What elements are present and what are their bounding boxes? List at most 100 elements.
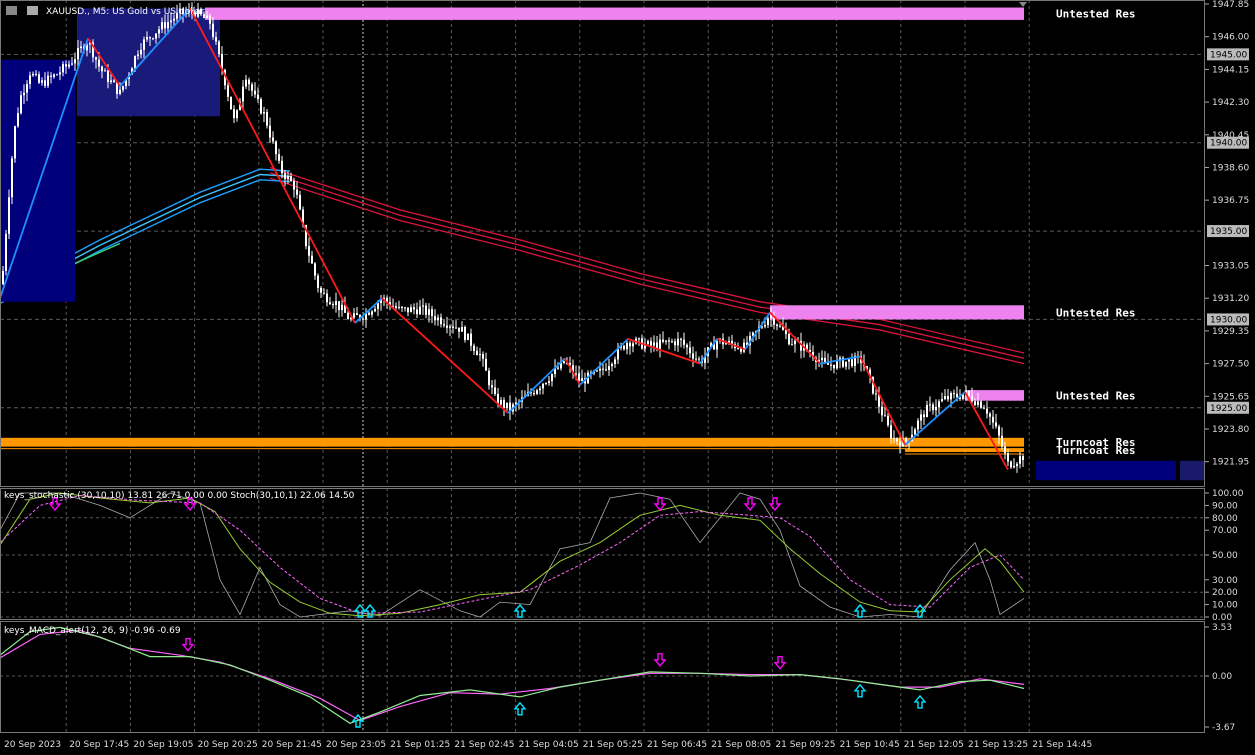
candle-body <box>650 340 652 346</box>
candle-body <box>725 343 727 345</box>
candle-body <box>866 366 868 370</box>
candle-body <box>71 63 73 65</box>
candle-body <box>563 361 565 363</box>
candle-body <box>215 37 217 42</box>
candle-body <box>938 401 940 408</box>
candle-body <box>656 342 658 349</box>
scroll-marker-icon[interactable] <box>1019 2 1027 7</box>
candle-body <box>140 49 142 55</box>
candle-body <box>893 438 895 440</box>
candle-body <box>53 74 55 77</box>
supply-demand-zones: Untested Res Untested Res Untested Res Turn… <box>0 7 1205 481</box>
candle-body <box>311 255 313 264</box>
zigzag-segment <box>564 357 581 386</box>
candle-body <box>380 299 382 303</box>
price-label: 1931.20 <box>1212 294 1249 304</box>
candle-body <box>251 84 253 91</box>
time-label: 20 Sep 17:45 <box>69 740 129 750</box>
candle-body <box>884 415 886 417</box>
candle-body <box>92 42 94 58</box>
price-label: 1921.95 <box>1212 458 1249 468</box>
candle-body <box>767 318 769 326</box>
candle-body <box>581 378 583 382</box>
candle-body <box>848 359 850 362</box>
candle-body <box>962 394 964 399</box>
zigzag-segment <box>904 391 966 446</box>
price-level-box <box>1207 401 1249 414</box>
price-level-label: 1935.00 <box>1210 227 1247 237</box>
time-label: 21 Sep 09:25 <box>775 740 835 750</box>
zigzag-segment <box>716 338 746 351</box>
macd-buy-arrow-icon <box>513 701 527 716</box>
zigzag-indicator <box>0 7 1009 471</box>
candle-body <box>170 20 172 23</box>
candle-body <box>419 306 421 315</box>
candle-body <box>152 38 154 40</box>
stoch-label: 80.00 <box>1212 514 1238 524</box>
candle-body <box>398 306 400 308</box>
candle-body <box>929 404 931 406</box>
candle-body <box>575 373 577 375</box>
price-level-box <box>1207 225 1249 238</box>
time-label: 21 Sep 14:45 <box>1032 740 1092 750</box>
price-label: 1940.45 <box>1212 131 1249 141</box>
candle-body <box>629 342 631 347</box>
candle-body <box>542 383 544 389</box>
zigzag-segment <box>744 311 771 350</box>
candle-body <box>833 364 835 369</box>
candle-body <box>335 301 337 305</box>
chart-menu-icon[interactable] <box>6 6 17 15</box>
candle-body <box>56 74 58 76</box>
candle-body <box>824 357 826 363</box>
candle-body <box>905 438 907 442</box>
candle-body <box>614 359 616 365</box>
candle-body <box>116 82 118 94</box>
candle-body <box>446 325 448 328</box>
candle-body <box>119 89 121 94</box>
stoch-sell-arrow-icon <box>768 497 782 512</box>
candle-body <box>914 429 916 435</box>
candle-body <box>1010 461 1012 468</box>
candle-body <box>536 390 538 394</box>
candle-body <box>473 345 475 351</box>
candle-body <box>776 324 778 327</box>
price-level-box <box>1207 313 1249 326</box>
candle-body <box>203 14 205 19</box>
candle-body <box>209 15 211 24</box>
candle-body <box>611 364 613 367</box>
candle-body <box>959 397 961 399</box>
candle-body <box>659 339 661 349</box>
candle-body <box>506 402 508 408</box>
stoch-sell-arrow-icon <box>48 497 62 512</box>
candle-body <box>491 385 493 388</box>
candle-body <box>122 86 124 90</box>
zigzag-segment <box>699 338 718 365</box>
time-label: 21 Sep 05:25 <box>583 740 643 750</box>
candle-body <box>134 56 136 69</box>
candle-body <box>554 367 556 374</box>
price-level-box <box>1207 136 1249 149</box>
candle-body <box>932 404 934 411</box>
candle-body <box>881 406 883 416</box>
chart-type-icon[interactable] <box>27 6 38 15</box>
candle-body <box>290 176 292 182</box>
time-label: 20 Sep 23:05 <box>326 740 386 750</box>
candle-body <box>530 392 532 394</box>
price-label: 1925.65 <box>1212 392 1249 402</box>
macd-sell-arrow-icon <box>181 637 195 652</box>
candle-body <box>692 353 694 359</box>
candle-body <box>773 315 775 325</box>
candle-body <box>1019 456 1021 464</box>
candle-body <box>728 340 730 344</box>
candle-body <box>680 338 682 340</box>
candle-body <box>488 370 490 386</box>
time-label: 21 Sep 02:45 <box>454 740 514 750</box>
demand-zone-navy <box>1180 460 1205 481</box>
candle-body <box>74 59 76 64</box>
candle-body <box>26 84 28 93</box>
candle-body <box>560 361 562 369</box>
stochastic-panel <box>0 492 1025 618</box>
candle-body <box>752 332 754 336</box>
candle-body <box>149 37 151 39</box>
